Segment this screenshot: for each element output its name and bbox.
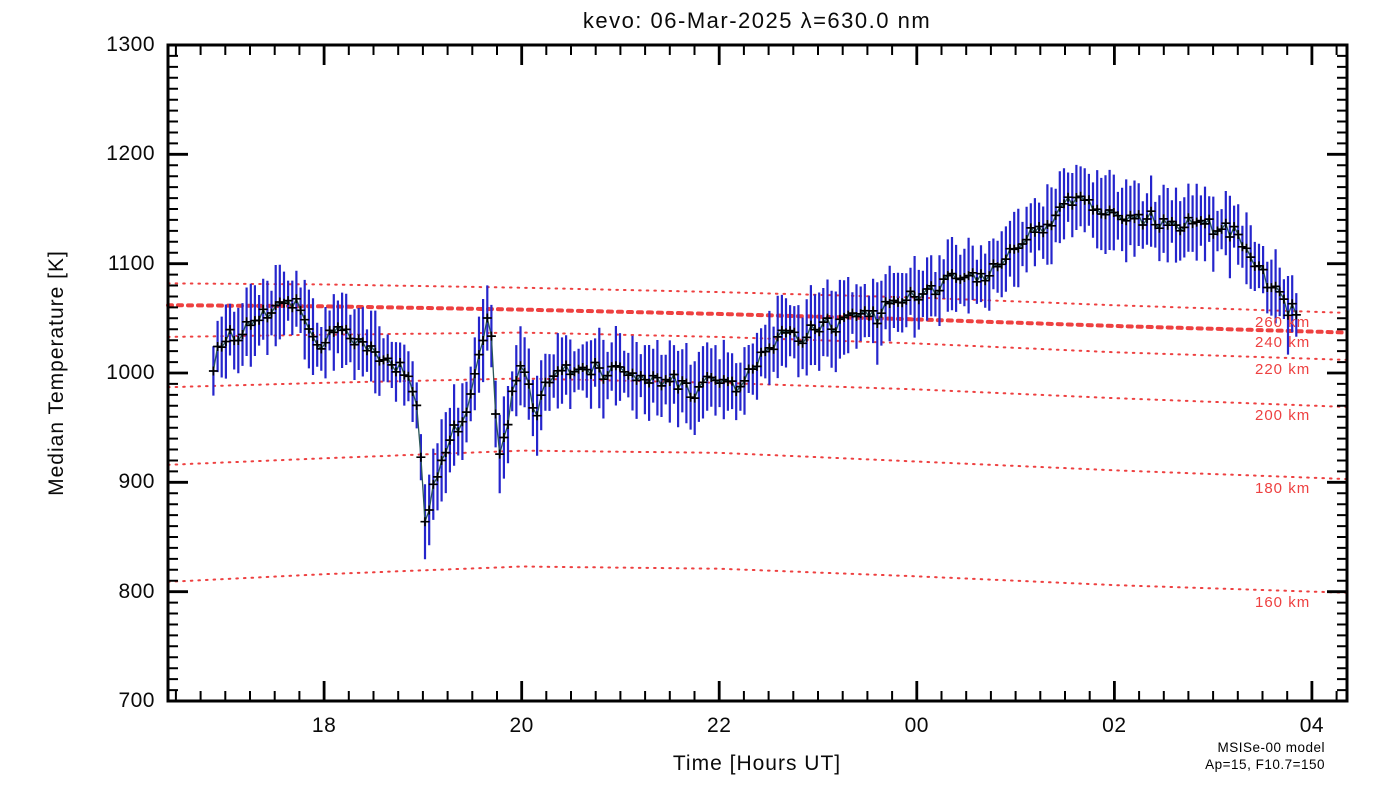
x-tick-label: 02 <box>1102 714 1127 737</box>
altitude-label: 160 km <box>1255 593 1311 611</box>
y-tick-label: 1200 <box>106 142 155 166</box>
y-tick-label: 1300 <box>106 33 155 56</box>
model-credit-line2: Ap=15, F10.7=150 <box>1205 757 1325 772</box>
x-tick-label: 22 <box>707 714 732 737</box>
x-tick-label: 18 <box>311 714 337 737</box>
y-tick-label: 800 <box>118 579 155 603</box>
x-axis-title: Time [Hours UT] <box>672 752 842 775</box>
x-tick-label: 20 <box>509 714 534 737</box>
altitude-label: 180 km <box>1255 479 1311 497</box>
y-tick-label: 900 <box>118 470 155 494</box>
y-tick-label: 700 <box>118 689 155 712</box>
model-credit-line1: MSISe-00 model <box>1217 740 1325 755</box>
x-tick-label: 04 <box>1299 714 1325 737</box>
x-tick-label: 00 <box>904 714 929 737</box>
y-axis-title-text: Median Temperature [K] <box>45 250 68 496</box>
altitude-label: 260 km <box>1255 313 1311 331</box>
altitude-label: 200 km <box>1255 407 1311 425</box>
model-credit: MSISe-00 model Ap=15, F10.7=150 <box>1205 739 1325 773</box>
y-tick-label: 1100 <box>107 251 155 275</box>
altitude-label: 220 km <box>1255 360 1311 378</box>
chart-title: kevo: 06-Mar-2025 λ=630.0 nm <box>582 8 932 33</box>
y-tick-label: 1000 <box>106 361 155 384</box>
altitude-label: 240 km <box>1255 333 1311 351</box>
